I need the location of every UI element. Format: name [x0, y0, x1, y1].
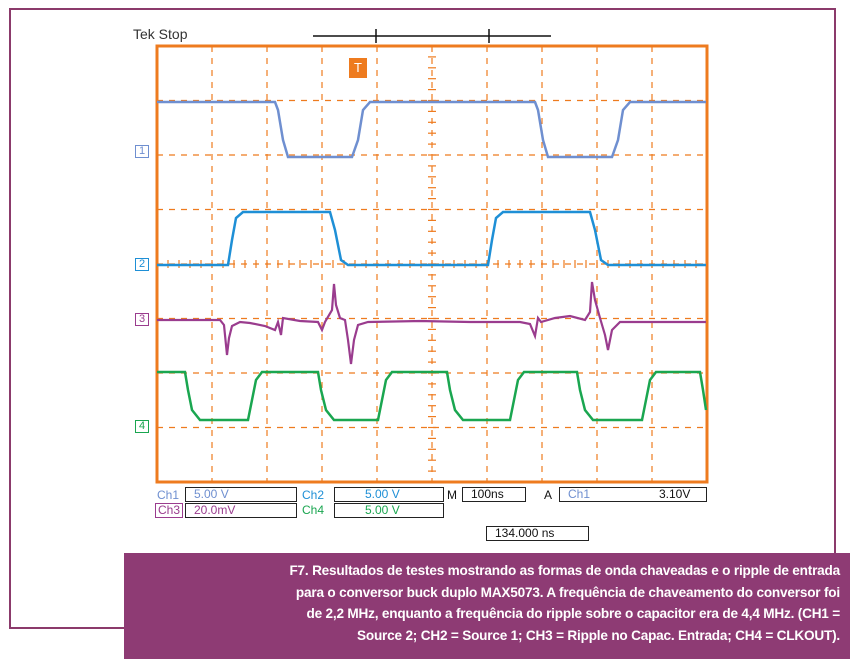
ch2-scale: 5.00 V [334, 487, 444, 502]
channel-3-marker: 3 [135, 313, 149, 326]
figure-frame [9, 8, 836, 629]
ch1-label: Ch1 [157, 488, 180, 502]
trigger-label: A [544, 488, 553, 502]
figure-caption: F7. Resultados de testes mostrando as fo… [124, 553, 850, 659]
horizontal-position: 134.000 ns [486, 526, 589, 541]
caption-line: Source 2; CH2 = Source 1; CH3 = Ripple n… [356, 627, 840, 643]
ch3-label: Ch3 [155, 503, 184, 518]
channel-4-marker: 4 [135, 420, 149, 433]
trigger-position-bar [313, 29, 551, 43]
caption-line: de 2,2 MHz, enquanto a frequência do rip… [306, 606, 840, 621]
trigger-level: 3.10V [639, 487, 707, 502]
scope-status: Tek Stop [133, 26, 188, 42]
timebase-label: M [447, 488, 457, 502]
ch3-scale: 20.0mV [185, 503, 297, 518]
trigger-marker: T [349, 58, 367, 78]
channel-1-marker: 1 [135, 145, 149, 158]
ch1-scale: 5.00 V [185, 487, 297, 502]
ch4-scale: 5.00 V [334, 503, 444, 518]
caption-line: para o conversor buck duplo MAX5073. A f… [295, 584, 840, 600]
channel-2-marker: 2 [135, 258, 149, 271]
trigger-source: Ch1 [559, 487, 639, 502]
ch3-waveform [157, 281, 706, 365]
ch4-label: Ch4 [302, 503, 325, 517]
caption-line: F7. Resultados de testes mostrando as fo… [289, 563, 840, 578]
ch2-waveform [157, 210, 706, 267]
figure-frame-bottom [9, 627, 124, 629]
timebase-value: 100ns [462, 487, 526, 502]
ch2-label: Ch2 [302, 488, 325, 502]
ch4-waveform [157, 370, 708, 422]
ch1-waveform [157, 100, 706, 159]
